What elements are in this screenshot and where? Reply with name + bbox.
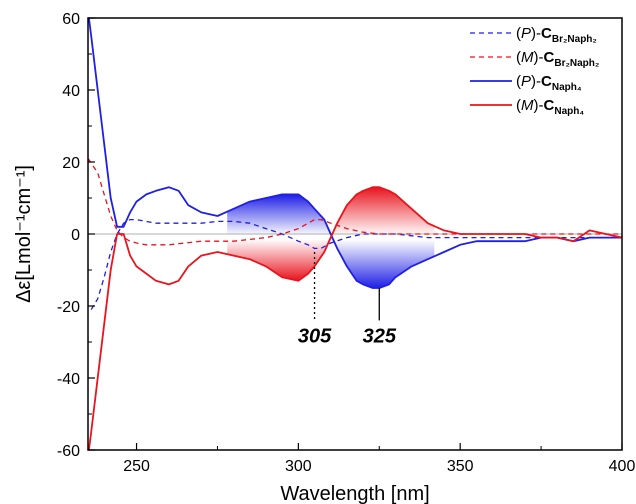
- axis-ticks: 250 300 350 400 -60 -40 -20 0 20 40 60: [57, 11, 636, 475]
- y-tick-label: 40: [62, 83, 80, 100]
- y-tick-label: -60: [57, 443, 80, 460]
- y-tick-label: 20: [62, 155, 80, 172]
- series-lines: [88, 18, 622, 450]
- series-line-2: [88, 158, 622, 246]
- x-tick-label: 400: [609, 458, 636, 475]
- y-tick-label: 0: [71, 227, 80, 244]
- annotation-label-2: 325: [363, 325, 397, 347]
- shaded-regions: [227, 187, 435, 288]
- x-axis-title: Wavelength [nm]: [280, 483, 429, 504]
- y-tick-label: -40: [57, 371, 80, 388]
- x-tick-label: 350: [447, 458, 474, 475]
- annotation-label-1: 305: [298, 325, 332, 347]
- series-line-4: [88, 186, 622, 450]
- y-tick-label: -20: [57, 299, 80, 316]
- shaded-region-2: [330, 187, 435, 288]
- y-axis-title: Δε[Lmol⁻¹cm⁻¹]: [13, 165, 35, 303]
- y-tick-label: 60: [62, 11, 80, 28]
- shaded-region-1: [227, 194, 331, 281]
- annotations: 305 325: [298, 252, 397, 347]
- legend-entry-4: (M)-CNaph₄: [516, 97, 584, 117]
- legend: (P)-CBr₂Naph₂ (M)-CBr₂Naph₂ (P)-CNaph₄ (M)-…: [470, 25, 599, 117]
- x-tick-label: 300: [285, 458, 312, 475]
- x-tick-label: 250: [123, 458, 150, 475]
- series-line-3: [88, 18, 622, 289]
- legend-entry-2: (M)-CBr₂Naph₂: [516, 49, 599, 69]
- legend-entry-3: (P)-CNaph₄: [516, 73, 582, 93]
- series-line-1: [90, 218, 622, 310]
- legend-entry-1: (P)-CBr₂Naph₂: [516, 25, 597, 45]
